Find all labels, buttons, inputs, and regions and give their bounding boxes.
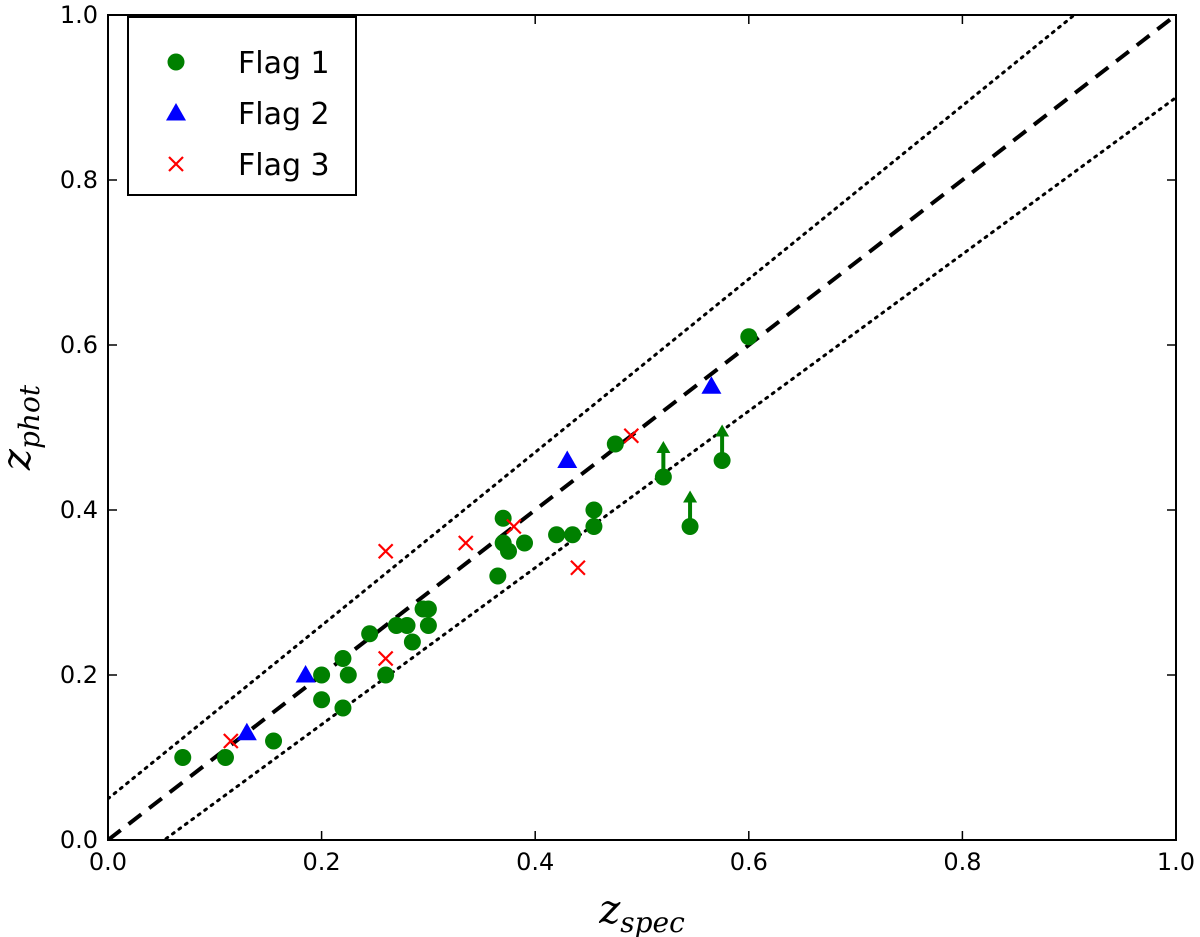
- lower-bound-line: [161, 96, 1176, 840]
- y-tick-label: 0.8: [60, 166, 98, 194]
- data-point-stroke-b: [223, 733, 239, 749]
- x-axis-label: zspec: [598, 887, 685, 937]
- legend-entry: Flag 3: [168, 148, 330, 183]
- data-point: [489, 567, 507, 585]
- data-point: [623, 427, 640, 444]
- data-point: [740, 328, 758, 346]
- data-point: [265, 732, 283, 750]
- y-tick-label: 0.2: [60, 661, 98, 689]
- data-point: [361, 625, 379, 643]
- legend: Flag 1 Flag 2 Flag 3: [127, 16, 357, 196]
- data-point: [713, 452, 731, 469]
- data-point: [377, 666, 395, 684]
- data-point-stroke-b: [458, 535, 474, 551]
- x-tick-label: 0.6: [730, 848, 768, 876]
- y-tick-label: 0.6: [60, 331, 98, 359]
- legend-marker: [166, 103, 186, 121]
- y-tick-label: 0.4: [60, 496, 98, 524]
- y-tick-label: 0.0: [60, 826, 98, 854]
- data-point: [494, 509, 512, 527]
- upper-bound-line: [108, 15, 1077, 801]
- data-point: [506, 518, 522, 535]
- data-point: [585, 501, 603, 519]
- data-point: [223, 733, 239, 749]
- legend-label: Flag 2: [238, 97, 330, 132]
- data-point: [174, 749, 192, 766]
- data-point-stroke-b: [377, 650, 394, 667]
- legend-marker: [168, 156, 184, 172]
- limit-arrow-head: [683, 490, 698, 503]
- data-point: [398, 617, 416, 634]
- x-tick-label: 0.0: [89, 848, 127, 876]
- data-point-stroke-b: [506, 518, 522, 535]
- data-point: [585, 518, 603, 535]
- data-point: [548, 526, 566, 544]
- x-tick-label: 0.2: [303, 848, 341, 876]
- legend-label: Flag 1: [238, 46, 330, 81]
- series-flag-3: [223, 427, 640, 749]
- data-point: [654, 468, 672, 486]
- data-markers: [174, 328, 758, 766]
- data-point: [236, 722, 257, 741]
- data-point: [403, 633, 421, 651]
- data-point: [516, 534, 534, 552]
- data-point: [564, 526, 582, 544]
- series-flag-1: [174, 328, 758, 766]
- data-point: [313, 666, 331, 684]
- data-point: [377, 543, 394, 560]
- plot-frame: [107, 14, 1177, 841]
- series-flag-1-lower-limits: [654, 424, 731, 535]
- data-point: [377, 650, 394, 667]
- legend-entry: Flag 1: [167, 46, 330, 81]
- data-point: [701, 376, 722, 394]
- series-flag-2: [236, 376, 722, 741]
- limit-arrow-head: [715, 424, 730, 437]
- reference-lines: [108, 15, 1176, 840]
- data-point: [500, 542, 517, 560]
- data-point: [216, 749, 234, 766]
- legend-marker-stroke-b: [168, 156, 184, 172]
- data-point: [334, 650, 352, 667]
- legend-box: [127, 16, 357, 196]
- data-point-stroke-b: [570, 559, 586, 576]
- x-tick-label: 1.0: [1157, 848, 1195, 876]
- data-point-stroke-b: [623, 427, 640, 444]
- y-tick-label: 1.0: [60, 1, 98, 29]
- data-point: [681, 518, 699, 535]
- data-point: [419, 617, 437, 634]
- data-point: [334, 699, 352, 717]
- data-point: [339, 666, 357, 684]
- data-point: [557, 450, 578, 468]
- x-tick-label: 0.4: [516, 848, 554, 876]
- data-point: [419, 600, 437, 618]
- data-point: [606, 435, 624, 453]
- data-point: [570, 559, 586, 576]
- data-point: [458, 535, 474, 551]
- data-point: [313, 691, 331, 709]
- x-tick-label: 0.8: [943, 848, 981, 876]
- legend-marker: [167, 53, 185, 71]
- legend-label: Flag 3: [238, 148, 330, 183]
- y-axis-label: zphot: [0, 384, 46, 471]
- data-point-stroke-b: [377, 543, 394, 560]
- data-point: [295, 665, 316, 683]
- limit-arrow-head: [656, 441, 671, 453]
- one-to-one-line: [108, 15, 1176, 840]
- legend-entry: Flag 2: [166, 97, 330, 132]
